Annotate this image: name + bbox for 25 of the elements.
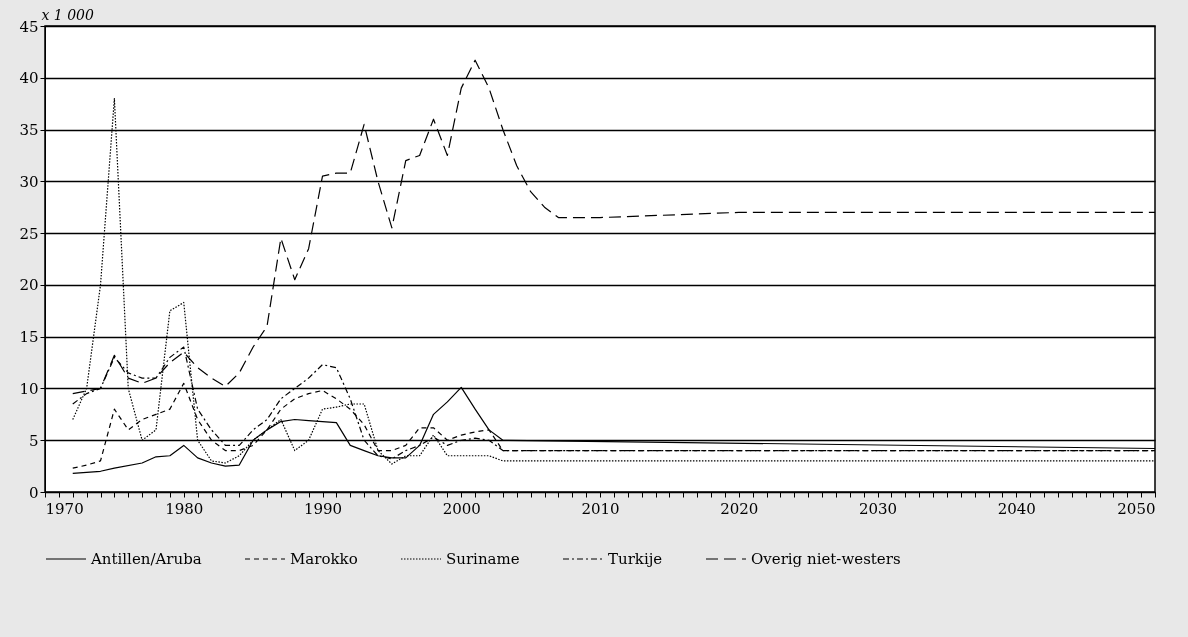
- y-tick-label: 20: [19, 276, 39, 295]
- legend-label: Overig niet-westers: [751, 550, 901, 568]
- x-tick-label: 1990: [303, 499, 343, 518]
- x-tick-label: 2030: [858, 499, 898, 518]
- legend-label: Turkije: [608, 550, 663, 568]
- y-tick-label: 15: [19, 328, 39, 347]
- y-tick-label: 30: [19, 172, 39, 191]
- legend-label: Marokko: [290, 550, 358, 568]
- legend-label: Antillen/Aruba: [90, 550, 202, 568]
- legend-label: Suriname: [446, 550, 520, 568]
- y-tick-label: 40: [19, 69, 39, 88]
- x-tick-label: 1980: [165, 499, 204, 518]
- y-tick-label: 35: [19, 121, 39, 140]
- y-tick-label: 25: [19, 224, 39, 243]
- y-axis-title: x 1 000: [41, 6, 95, 23]
- y-tick-label: 10: [19, 379, 39, 398]
- x-tick-label: 1970: [45, 499, 84, 518]
- x-tick-label: 2050: [1117, 499, 1156, 518]
- x-tick-label: 2040: [997, 499, 1036, 518]
- y-tick-label: 5: [28, 431, 39, 450]
- x-tick-label: 2000: [442, 499, 481, 518]
- y-tick-label: 45: [19, 17, 39, 36]
- y-tick-label: 0: [28, 483, 39, 502]
- x-tick-label: 2010: [581, 499, 620, 518]
- x-tick-label: 2020: [720, 499, 759, 518]
